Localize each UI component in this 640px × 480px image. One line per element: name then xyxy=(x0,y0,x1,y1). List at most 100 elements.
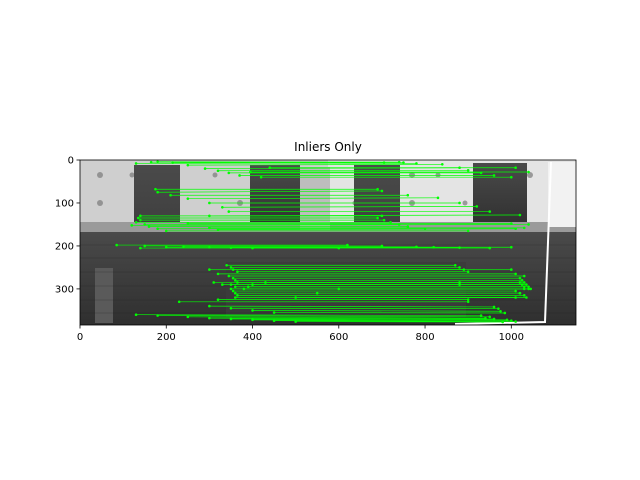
keypoint xyxy=(130,224,134,227)
keypoint xyxy=(115,243,118,247)
keypoint xyxy=(208,268,211,271)
keypoint xyxy=(503,311,507,315)
match-line xyxy=(157,315,490,318)
keypoint xyxy=(525,296,528,299)
keypoint xyxy=(527,170,530,174)
tower-2 xyxy=(250,165,300,230)
keypoint xyxy=(497,307,500,310)
keypoint xyxy=(229,306,233,310)
keypoint xyxy=(466,298,470,301)
keypoint xyxy=(488,210,492,213)
keypoint xyxy=(242,287,246,291)
keypoint xyxy=(156,314,159,317)
keypoint xyxy=(225,263,228,267)
keypoint xyxy=(208,226,211,230)
keypoint xyxy=(510,175,513,179)
match-line xyxy=(209,317,495,320)
keypoint xyxy=(479,314,483,317)
keypoint xyxy=(171,161,175,164)
keypoint xyxy=(466,270,470,274)
keypoint xyxy=(492,174,496,177)
keypoint xyxy=(139,246,142,250)
y-tick-label: 200 xyxy=(55,241,74,252)
keypoint xyxy=(518,213,522,217)
keypoint xyxy=(376,216,379,220)
keypoint xyxy=(453,263,457,267)
keypoint xyxy=(268,166,272,170)
keypoint xyxy=(134,162,138,165)
keypoint xyxy=(259,175,263,179)
y-tick-label: 300 xyxy=(55,284,74,295)
keypoint xyxy=(149,160,153,164)
match-line xyxy=(274,320,516,322)
white-panel xyxy=(548,162,576,227)
keypoint xyxy=(229,266,233,269)
keypoint xyxy=(514,289,517,293)
axes-frame xyxy=(79,159,577,326)
match-lines xyxy=(115,160,533,324)
keypoint xyxy=(233,291,237,295)
keypoint xyxy=(186,315,190,319)
keypoint xyxy=(139,218,142,222)
keypoint xyxy=(466,229,470,233)
keypoint xyxy=(233,279,237,282)
x-axis: 0 200 400 600 800 1000 xyxy=(77,325,524,343)
keypoint xyxy=(436,196,440,200)
match-line xyxy=(209,305,495,308)
keypoint xyxy=(177,300,181,304)
keypoint xyxy=(294,296,297,299)
x-tick-label: 400 xyxy=(243,332,262,343)
keypoint xyxy=(510,245,513,249)
keypoint xyxy=(231,276,235,280)
keypoint xyxy=(156,160,159,164)
keypoint xyxy=(164,229,168,233)
match-line xyxy=(187,197,438,200)
y-tick-label: 0 xyxy=(68,156,74,167)
keypoint xyxy=(514,272,517,276)
keypoint xyxy=(466,300,470,304)
keypoint xyxy=(389,221,392,224)
keypoint xyxy=(208,316,211,320)
keypoint xyxy=(514,320,517,323)
keypoint xyxy=(208,304,211,308)
keypoint xyxy=(458,201,461,205)
keypoint xyxy=(380,214,384,218)
keypoint xyxy=(525,283,528,286)
keypoint xyxy=(458,266,461,269)
keypoint xyxy=(231,289,235,293)
keypoint xyxy=(216,298,220,301)
keypoint xyxy=(272,311,276,314)
keypoint xyxy=(514,227,517,231)
keypoint xyxy=(337,287,341,291)
match-line xyxy=(222,206,477,208)
keypoint xyxy=(376,187,379,191)
match-line xyxy=(157,190,382,193)
keypoint xyxy=(406,193,410,197)
keypoint xyxy=(227,274,231,278)
keypoint xyxy=(227,171,231,175)
keypoint xyxy=(221,205,224,209)
image-panel xyxy=(80,160,576,325)
keypoint xyxy=(216,228,220,231)
keypoint xyxy=(501,320,504,324)
keypoint xyxy=(143,244,146,248)
keypoint xyxy=(221,283,224,286)
central-structure xyxy=(226,262,466,317)
keypoint xyxy=(216,272,220,276)
keypoint xyxy=(229,317,233,321)
projected-outline xyxy=(454,161,552,325)
keypoint xyxy=(510,222,513,225)
keypoint xyxy=(236,270,239,274)
keypoint xyxy=(164,245,168,249)
keypoint xyxy=(229,287,233,291)
left-door xyxy=(95,268,113,323)
keypoint xyxy=(458,246,461,249)
keypoint xyxy=(488,315,492,319)
keypoint xyxy=(522,281,526,284)
keypoint xyxy=(186,163,190,167)
keypoint xyxy=(529,287,533,291)
keypoint xyxy=(264,281,267,284)
match-line xyxy=(218,228,516,230)
match-line xyxy=(230,318,507,321)
keypoint xyxy=(522,226,526,230)
